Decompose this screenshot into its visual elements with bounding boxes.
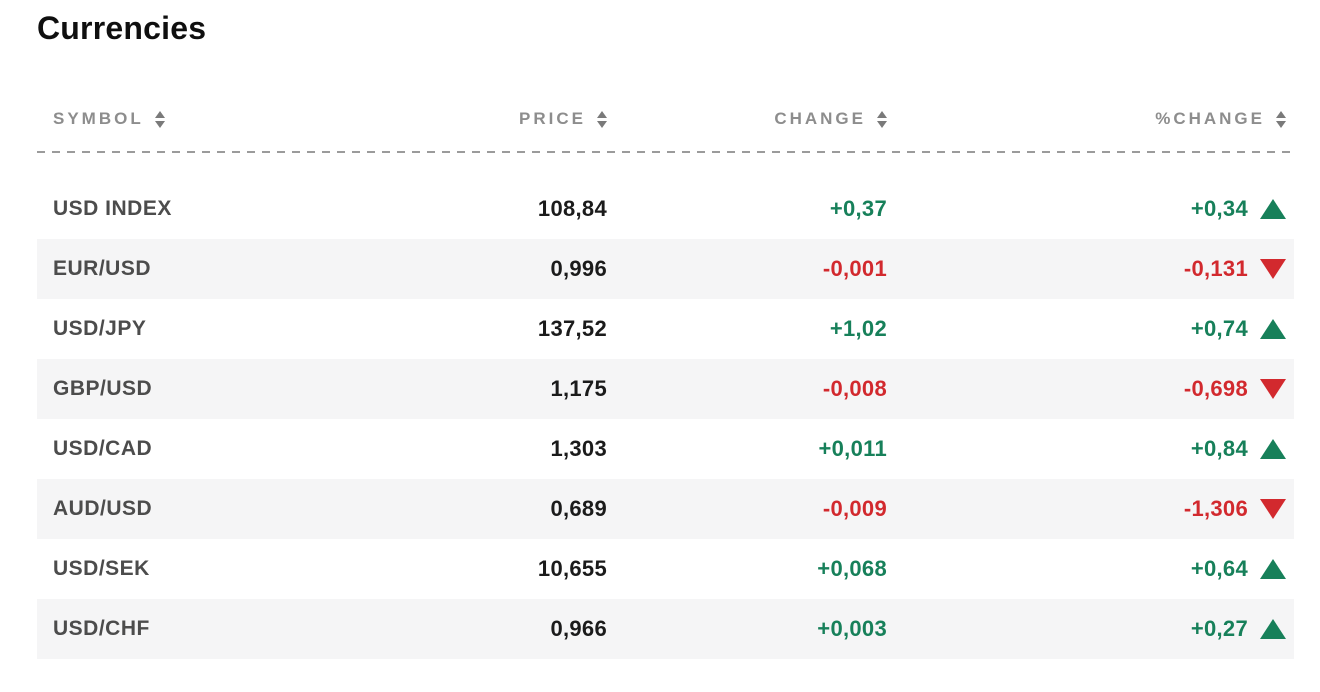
currencies-widget: Currencies SYMBOL PRICE CHANGE %CHANGE U… <box>37 10 1294 659</box>
column-header-symbol-label: SYMBOL <box>53 109 144 128</box>
change-cell: +0,011 <box>818 436 887 461</box>
pct-change-value: +0,34 <box>1190 196 1248 221</box>
table-row[interactable]: USD INDEX 108,84 +0,37 +0,34 <box>37 179 1294 239</box>
column-header-change-label: CHANGE <box>774 109 866 128</box>
sort-icon[interactable] <box>597 110 607 128</box>
column-header-price-label: PRICE <box>519 109 586 128</box>
pct-change-value: -0,698 <box>1183 376 1248 401</box>
triangle-down-icon <box>1260 259 1286 279</box>
pct-change-cell: -1,306 <box>887 496 1286 522</box>
pct-change-value: +0,27 <box>1190 616 1248 641</box>
table-row[interactable]: EUR/USD 0,996 -0,001 -0,131 <box>37 239 1294 299</box>
pct-change-cell: -0,698 <box>887 376 1286 402</box>
change-cell: +0,003 <box>817 616 887 641</box>
price-cell: 0,966 <box>550 616 607 641</box>
triangle-up-icon <box>1260 319 1286 339</box>
change-cell: -0,001 <box>822 256 887 281</box>
table-row[interactable]: AUD/USD 0,689 -0,009 -1,306 <box>37 479 1294 539</box>
table-row[interactable]: USD/CHF 0,966 +0,003 +0,27 <box>37 599 1294 659</box>
table-body: USD INDEX 108,84 +0,37 +0,34 EUR/USD 0,9… <box>37 179 1294 659</box>
column-header-price[interactable]: PRICE <box>307 109 607 129</box>
triangle-up-icon <box>1260 199 1286 219</box>
sort-icon[interactable] <box>154 110 165 128</box>
column-header-pct-change[interactable]: %CHANGE <box>887 109 1286 129</box>
triangle-down-icon <box>1260 379 1286 399</box>
sort-icon[interactable] <box>877 110 887 128</box>
pct-change-cell: +0,64 <box>887 556 1286 582</box>
triangle-down-icon <box>1260 499 1286 519</box>
column-header-pct-change-label: %CHANGE <box>1155 109 1265 128</box>
pct-change-cell: +0,84 <box>887 436 1286 462</box>
symbol-cell: EUR/USD <box>53 257 152 280</box>
table-header-row: SYMBOL PRICE CHANGE %CHANGE <box>37 103 1294 135</box>
pct-change-cell: +0,27 <box>887 616 1286 642</box>
sort-icon[interactable] <box>1276 110 1286 128</box>
table-row[interactable]: GBP/USD 1,175 -0,008 -0,698 <box>37 359 1294 419</box>
triangle-up-icon <box>1260 559 1286 579</box>
pct-change-value: -1,306 <box>1183 496 1248 521</box>
triangle-up-icon <box>1260 439 1286 459</box>
symbol-cell: USD/CAD <box>53 437 153 460</box>
table-header-divider <box>37 151 1294 153</box>
symbol-cell: AUD/USD <box>53 497 153 520</box>
pct-change-cell: +0,74 <box>887 316 1286 342</box>
pct-change-value: +0,64 <box>1190 556 1248 581</box>
triangle-up-icon <box>1260 619 1286 639</box>
pct-change-cell: +0,34 <box>887 196 1286 222</box>
pct-change-value: -0,131 <box>1183 256 1248 281</box>
table-row[interactable]: USD/CAD 1,303 +0,011 +0,84 <box>37 419 1294 479</box>
pct-change-cell: -0,131 <box>887 256 1286 282</box>
pct-change-value: +0,74 <box>1190 316 1248 341</box>
price-cell: 10,655 <box>537 556 607 581</box>
price-cell: 0,689 <box>550 496 607 521</box>
change-cell: +1,02 <box>829 316 887 341</box>
table-row[interactable]: USD/JPY 137,52 +1,02 +0,74 <box>37 299 1294 359</box>
change-cell: -0,008 <box>822 376 887 401</box>
price-cell: 137,52 <box>537 316 607 341</box>
table-row[interactable]: USD/SEK 10,655 +0,068 +0,64 <box>37 539 1294 599</box>
symbol-cell: GBP/USD <box>53 377 153 400</box>
column-header-symbol[interactable]: SYMBOL <box>53 109 307 129</box>
change-cell: +0,068 <box>817 556 887 581</box>
price-cell: 1,175 <box>550 376 607 401</box>
price-cell: 0,996 <box>550 256 607 281</box>
symbol-cell: USD INDEX <box>53 197 172 220</box>
page-title: Currencies <box>37 10 207 46</box>
symbol-cell: USD/CHF <box>53 617 150 640</box>
symbol-cell: USD/JPY <box>53 317 147 340</box>
column-header-change[interactable]: CHANGE <box>607 109 887 129</box>
change-cell: +0,37 <box>829 196 887 221</box>
symbol-cell: USD/SEK <box>53 557 150 580</box>
price-cell: 1,303 <box>550 436 607 461</box>
pct-change-value: +0,84 <box>1190 436 1248 461</box>
change-cell: -0,009 <box>822 496 887 521</box>
price-cell: 108,84 <box>537 196 607 221</box>
